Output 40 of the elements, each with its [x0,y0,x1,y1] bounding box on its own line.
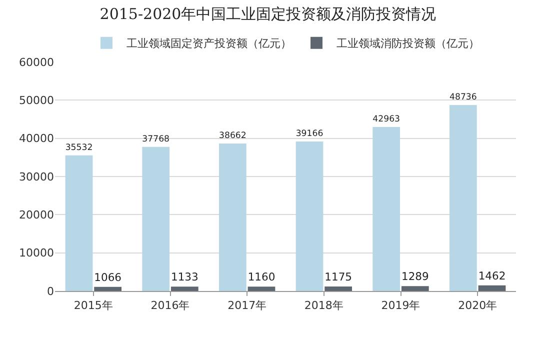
data-label: 42963 [372,114,400,125]
data-label: 1160 [248,270,276,284]
data-label: 1133 [170,270,198,284]
legend-label: 工业领域固定资产投资额（亿元） [126,37,292,50]
y-tick-label: 60000 [19,56,54,69]
y-tick-label: 0 [47,284,54,298]
data-label: 38662 [219,131,246,142]
bar [142,146,170,291]
data-label: 1175 [324,270,352,284]
y-tick-label: 40000 [19,132,54,146]
bar [170,286,198,291]
y-tick-label: 30000 [19,170,54,184]
bar [248,286,276,291]
x-tick-label: 2017年 [228,299,267,312]
y-tick-label: 20000 [19,208,54,222]
bar [218,143,246,291]
bar [449,104,477,291]
x-tick-label: 2019年 [381,299,420,312]
legend-label: 工业领域消防投资额（亿元） [336,37,480,50]
bar [372,127,400,291]
data-label: 1066 [94,270,122,284]
bar [478,285,506,291]
x-tick-label: 2015年 [74,299,113,312]
bar [401,286,429,291]
data-label: 48736 [450,92,477,103]
bar [94,286,122,291]
data-label: 1462 [478,269,506,282]
x-tick-label: 2016年 [150,299,190,312]
data-label: 1289 [401,270,429,284]
y-tick-label: 10000 [19,246,54,260]
bar [65,155,93,291]
x-tick-label: 2018年 [304,299,344,312]
y-tick-label: 50000 [19,94,54,108]
data-label: 37768 [142,134,170,145]
x-tick-label: 2020年 [458,299,498,312]
data-label: 39166 [296,129,324,140]
data-label: 35532 [65,143,93,154]
chart-title: 2015-2020年中国工业固定投资额及消防投资情况 [100,4,436,23]
bar [324,286,352,291]
bar [296,142,324,291]
